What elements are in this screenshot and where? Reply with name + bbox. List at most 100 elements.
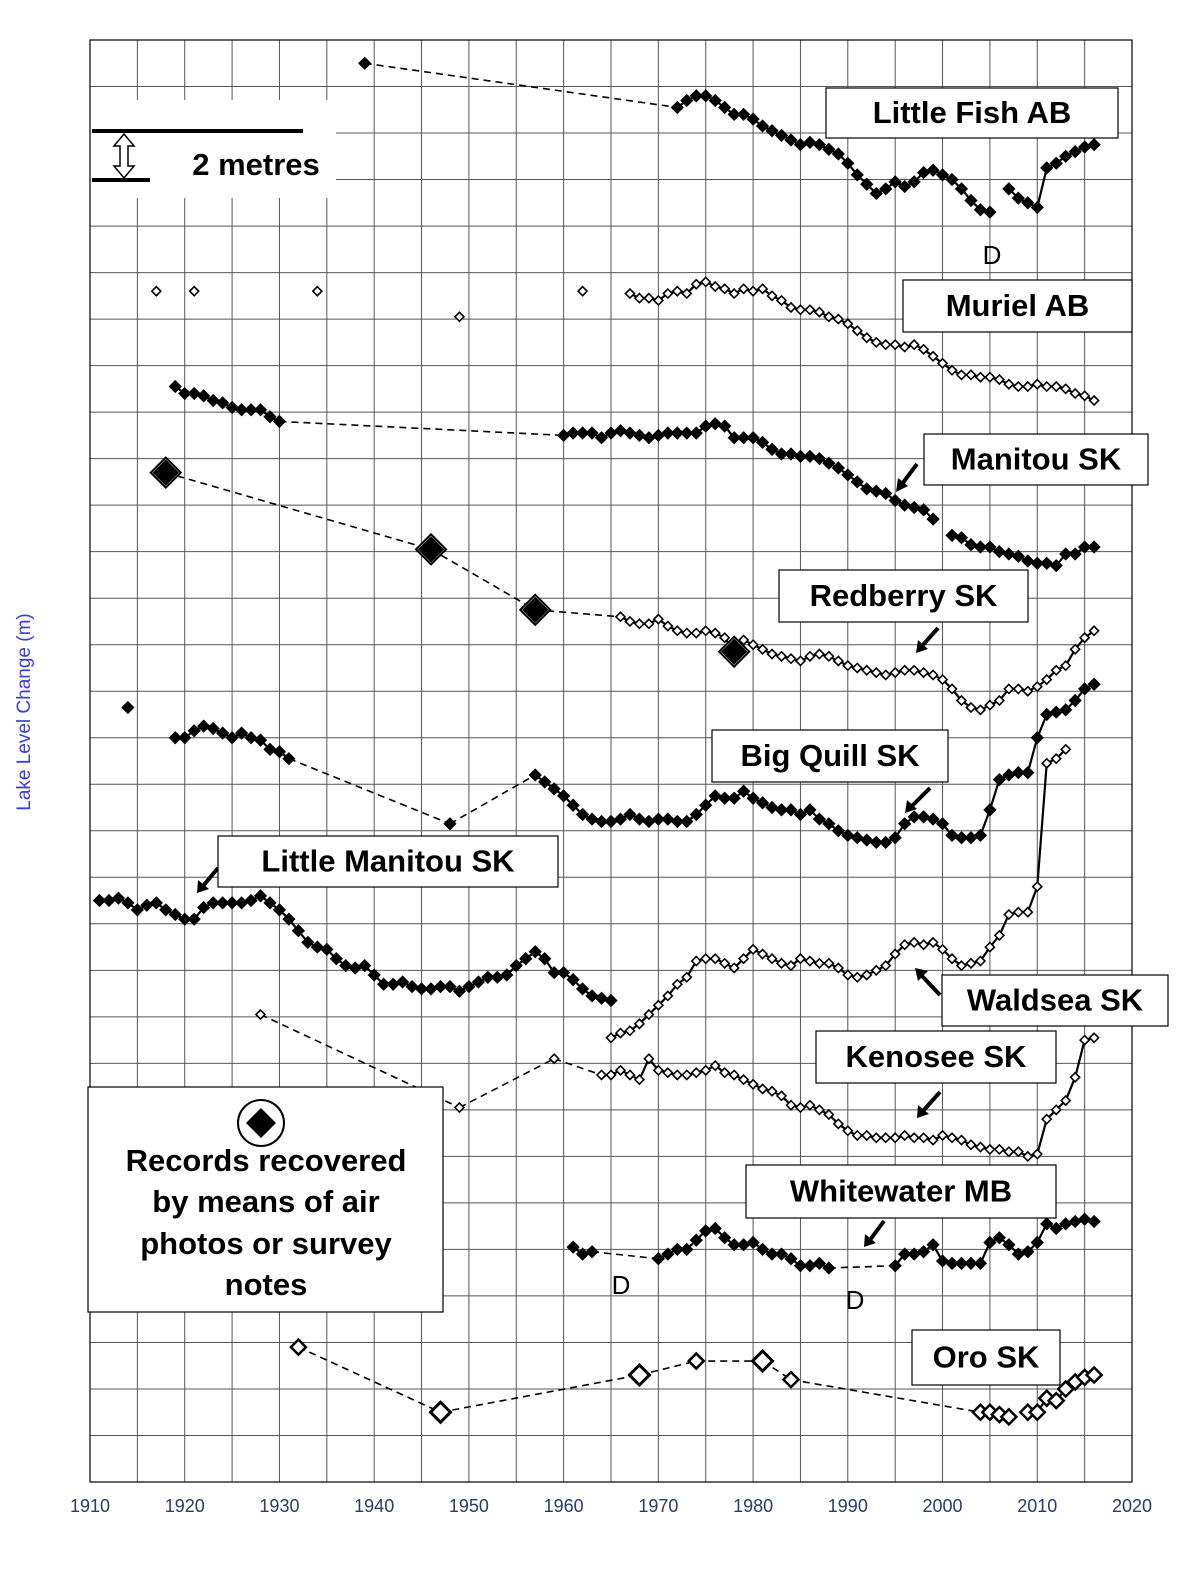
marker <box>234 403 249 417</box>
marker <box>1069 1071 1081 1083</box>
marker <box>813 1104 826 1116</box>
marker <box>851 662 863 674</box>
marker <box>234 726 249 740</box>
marker <box>624 287 636 300</box>
marker <box>992 772 1007 787</box>
marker <box>965 1139 977 1151</box>
marker <box>681 627 693 639</box>
marker <box>870 336 882 348</box>
x-tick-label: 1950 <box>449 1496 489 1516</box>
marker <box>973 828 988 843</box>
marker <box>130 903 144 917</box>
marker <box>784 447 798 461</box>
marker <box>785 960 797 972</box>
marker <box>1002 1238 1016 1252</box>
label-box <box>941 974 1169 1027</box>
marker <box>1088 394 1100 407</box>
marker <box>719 283 731 295</box>
marker <box>861 969 873 981</box>
marker <box>842 318 854 330</box>
marker <box>860 482 874 496</box>
x-tick-label: 2010 <box>1017 1496 1057 1516</box>
marker <box>500 968 514 982</box>
marker <box>528 768 542 782</box>
marker <box>1068 693 1082 708</box>
marker <box>755 435 770 449</box>
marker <box>197 719 211 733</box>
x-tick-label: 1910 <box>70 1496 110 1516</box>
marker <box>670 426 684 440</box>
marker <box>812 138 827 152</box>
marker <box>188 285 200 297</box>
marker <box>311 285 323 297</box>
marker <box>671 285 683 297</box>
marker <box>1011 191 1025 205</box>
marker <box>291 924 306 938</box>
marker <box>700 1064 712 1076</box>
marker <box>888 831 902 845</box>
marker <box>651 812 665 826</box>
marker <box>557 789 571 803</box>
marker <box>869 186 883 201</box>
marker <box>869 484 883 498</box>
marker <box>1060 743 1072 756</box>
marker <box>727 431 741 445</box>
marker <box>908 339 920 351</box>
marker <box>793 1259 808 1273</box>
marker <box>784 133 798 147</box>
marker <box>804 955 816 967</box>
marker <box>522 596 549 623</box>
marker <box>1049 1221 1063 1236</box>
marker <box>225 896 239 910</box>
marker <box>690 278 702 290</box>
marker <box>1012 1146 1024 1158</box>
connector <box>298 1346 441 1413</box>
arrow-head <box>917 1105 929 1118</box>
marker <box>1088 1032 1100 1044</box>
marker <box>945 1256 959 1271</box>
marker <box>719 957 731 969</box>
marker <box>1079 1034 1091 1046</box>
marker <box>766 290 778 302</box>
marker <box>661 812 675 826</box>
marker <box>823 311 835 323</box>
marker <box>756 643 769 655</box>
marker <box>670 814 684 829</box>
marker <box>983 1235 997 1250</box>
marker <box>443 817 457 831</box>
marker <box>973 540 988 554</box>
marker <box>689 1233 703 1247</box>
label-box <box>745 1164 1057 1219</box>
marker <box>880 1132 892 1144</box>
marker <box>1031 880 1043 893</box>
connector <box>1026 737 1039 773</box>
marker <box>1041 380 1053 393</box>
marker <box>841 828 855 843</box>
marker <box>774 447 789 461</box>
arrow-head <box>197 880 209 893</box>
marker <box>566 798 580 812</box>
legend-line: photos or survey <box>140 1226 392 1261</box>
marker <box>974 1141 987 1153</box>
series-label: Little Manitou SK <box>261 844 515 879</box>
marker <box>955 960 968 972</box>
marker <box>917 666 930 679</box>
marker <box>1088 625 1100 637</box>
marker <box>984 1143 996 1156</box>
marker <box>254 1008 267 1021</box>
marker <box>964 1256 978 1271</box>
marker <box>490 970 504 984</box>
marker <box>670 100 684 115</box>
marker <box>793 449 808 463</box>
y-axis-label: Lake Level Change (m) <box>14 613 35 811</box>
marker <box>689 426 703 440</box>
marker <box>804 650 816 662</box>
marker <box>984 699 996 711</box>
marker <box>888 1259 902 1273</box>
marker <box>737 634 750 646</box>
marker <box>1021 1245 1035 1259</box>
marker <box>594 431 609 445</box>
marker <box>652 294 664 307</box>
marker <box>983 803 997 817</box>
marker <box>718 791 732 805</box>
